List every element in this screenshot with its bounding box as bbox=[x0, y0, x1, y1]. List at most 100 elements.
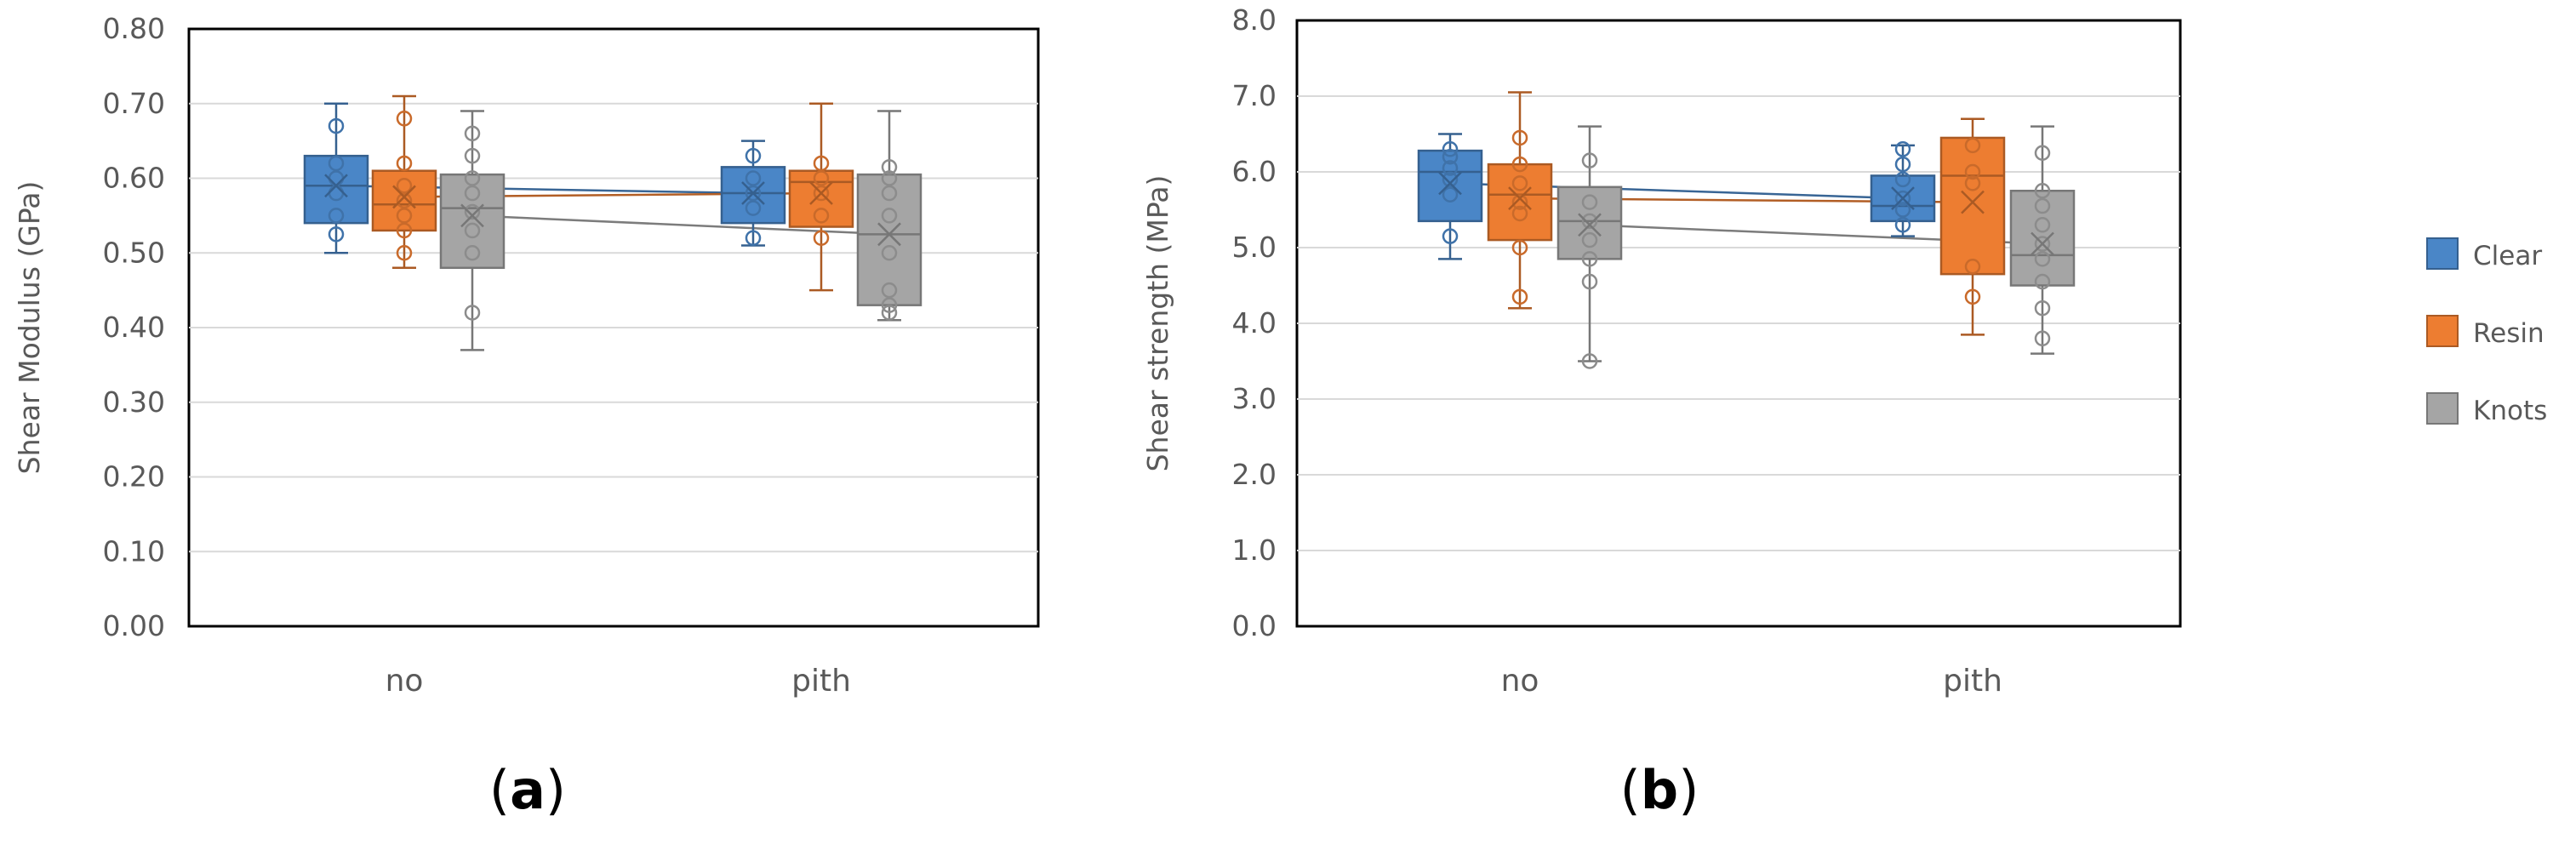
y-tick-label: 0.40 bbox=[103, 311, 165, 344]
box-resin bbox=[788, 169, 854, 228]
data-point-resin bbox=[1511, 239, 1528, 256]
data-point-knots bbox=[464, 203, 481, 220]
data-point-knots bbox=[1581, 152, 1598, 168]
y-tick-label: 0.80 bbox=[103, 12, 165, 45]
box-knots bbox=[2009, 190, 2076, 287]
y-tick-label: 0.50 bbox=[103, 236, 165, 269]
data-point-knots bbox=[464, 245, 481, 261]
data-point-knots bbox=[464, 222, 481, 239]
data-point-clear bbox=[745, 230, 762, 246]
mean-marker-resin bbox=[1508, 186, 1532, 211]
data-point-clear bbox=[745, 170, 762, 186]
y-tick-label: 2.0 bbox=[1232, 458, 1277, 491]
legend-swatch-clear bbox=[2426, 237, 2459, 270]
data-point-clear bbox=[1442, 148, 1459, 165]
y-tick-label: 6.0 bbox=[1232, 155, 1277, 188]
y-tick-label: 8.0 bbox=[1232, 3, 1277, 37]
panel-label-b: (b) bbox=[1620, 759, 1699, 821]
data-point-resin bbox=[1964, 137, 1981, 154]
data-point-resin bbox=[813, 208, 830, 224]
mean-marker-clear bbox=[1438, 171, 1462, 196]
y-tick-label: 0.10 bbox=[103, 534, 165, 568]
data-point-knots bbox=[1581, 273, 1598, 290]
data-point-knots bbox=[1581, 231, 1598, 248]
data-point-knots bbox=[464, 125, 481, 142]
data-point-resin bbox=[396, 222, 413, 239]
data-point-knots bbox=[2034, 330, 2051, 347]
data-point-knots bbox=[1581, 353, 1598, 369]
data-point-knots bbox=[2034, 217, 2051, 233]
data-point-resin bbox=[1511, 129, 1528, 146]
x-category-label: no bbox=[386, 664, 424, 699]
data-point-knots bbox=[2034, 236, 2051, 252]
y-tick-label: 1.0 bbox=[1232, 533, 1277, 567]
mean-marker-resin bbox=[392, 185, 416, 209]
box-knots bbox=[1556, 185, 1623, 260]
data-point-clear bbox=[328, 226, 345, 242]
data-point-knots bbox=[2034, 197, 2051, 214]
y-tick-labels: 0.0 1.0 2.0 3.0 4.0 5.0 6.0 7.0 8.0 bbox=[1232, 3, 1277, 642]
mean-marker-clear bbox=[741, 181, 765, 205]
x-category-label: no bbox=[1501, 664, 1539, 699]
box-resin bbox=[371, 169, 437, 232]
data-point-knots bbox=[881, 282, 898, 299]
data-point-knots bbox=[881, 305, 898, 321]
x-category-label: pith bbox=[1943, 664, 2002, 699]
data-point-resin bbox=[1511, 194, 1528, 210]
data-point-knots bbox=[881, 208, 898, 224]
legend: Clear Resin Knots bbox=[2426, 237, 2547, 426]
data-point-clear bbox=[745, 200, 762, 216]
y-tick-label: 0.70 bbox=[103, 87, 165, 120]
y-tick-label: 0.30 bbox=[103, 385, 165, 419]
data-point-resin bbox=[396, 155, 413, 172]
y-tick-label: 5.0 bbox=[1232, 231, 1277, 264]
data-point-resin bbox=[396, 192, 413, 209]
data-point-resin bbox=[1511, 205, 1528, 222]
y-tick-label: 0.00 bbox=[103, 609, 165, 642]
data-point-knots bbox=[1581, 194, 1598, 210]
data-point-knots bbox=[2034, 145, 2051, 161]
data-point-clear bbox=[1442, 228, 1459, 244]
data-point-knots bbox=[464, 147, 481, 164]
box-plot-marks bbox=[1417, 91, 2076, 369]
data-point-knots bbox=[881, 159, 898, 175]
data-point-clear bbox=[1894, 190, 1911, 207]
x-category-labels: no pith bbox=[1501, 664, 2002, 699]
chart-panel-shear-modulus: 0.00 0.10 0.20 0.30 0.40 0.50 0.60 0.70 0.80 no p… bbox=[13, 12, 1040, 821]
box-clear bbox=[303, 154, 369, 225]
data-point-knots bbox=[464, 185, 481, 202]
box-knots bbox=[439, 173, 505, 270]
data-point-clear bbox=[1894, 141, 1911, 157]
data-point-knots bbox=[2034, 273, 2051, 290]
data-point-clear bbox=[1442, 171, 1459, 188]
x-category-label: pith bbox=[791, 664, 851, 699]
panel-label-letter: b bbox=[1641, 759, 1678, 821]
y-tick-label: 7.0 bbox=[1232, 79, 1277, 112]
mean-marker-knots bbox=[1578, 213, 1602, 237]
data-point-knots bbox=[881, 170, 898, 186]
chart-panel-shear-strength: 0.0 1.0 2.0 3.0 4.0 5.0 6.0 7.0 8.0 no pith Shear… bbox=[1141, 3, 2182, 821]
data-point-knots bbox=[464, 170, 481, 186]
data-point-clear bbox=[328, 208, 345, 224]
y-tick-label: 0.60 bbox=[103, 162, 165, 195]
mean-marker-knots bbox=[2031, 231, 2054, 256]
data-point-clear bbox=[1894, 217, 1911, 233]
mean-marker-resin bbox=[1961, 190, 1985, 214]
y-tick-label: 4.0 bbox=[1232, 306, 1277, 339]
y-tick-label: 0.20 bbox=[103, 460, 165, 493]
panel-label-a: (a) bbox=[489, 759, 566, 821]
data-point-resin bbox=[396, 111, 413, 127]
data-point-clear bbox=[1894, 202, 1911, 218]
data-point-knots bbox=[881, 297, 898, 313]
y-tick-label: 0.0 bbox=[1232, 609, 1277, 642]
data-point-resin bbox=[1511, 175, 1528, 191]
data-point-knots bbox=[2034, 299, 2051, 317]
data-point-resin bbox=[1511, 156, 1528, 173]
legend-label-knots: Knots bbox=[2473, 396, 2547, 426]
data-point-clear bbox=[1894, 171, 1911, 188]
data-point-knots bbox=[1581, 251, 1598, 267]
box-resin bbox=[1939, 136, 2006, 276]
data-point-resin bbox=[396, 245, 413, 261]
y-tick-label: 3.0 bbox=[1232, 382, 1277, 415]
